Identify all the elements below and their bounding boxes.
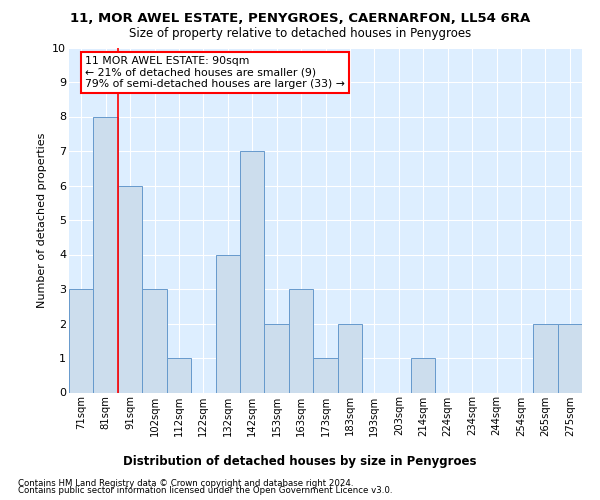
Bar <box>118 186 142 392</box>
Bar <box>313 358 338 392</box>
Bar <box>411 358 436 392</box>
Bar <box>338 324 362 392</box>
Text: 11 MOR AWEL ESTATE: 90sqm
← 21% of detached houses are smaller (9)
79% of semi-d: 11 MOR AWEL ESTATE: 90sqm ← 21% of detac… <box>85 56 345 90</box>
Bar <box>142 289 167 393</box>
Bar <box>69 289 94 393</box>
Bar <box>533 324 557 392</box>
Bar <box>265 324 289 392</box>
Bar <box>215 254 240 392</box>
Text: Contains HM Land Registry data © Crown copyright and database right 2024.: Contains HM Land Registry data © Crown c… <box>18 478 353 488</box>
Text: Contains public sector information licensed under the Open Government Licence v3: Contains public sector information licen… <box>18 486 392 495</box>
Bar <box>289 289 313 393</box>
Bar <box>167 358 191 392</box>
Text: Size of property relative to detached houses in Penygroes: Size of property relative to detached ho… <box>129 28 471 40</box>
Bar <box>557 324 582 392</box>
Text: Distribution of detached houses by size in Penygroes: Distribution of detached houses by size … <box>123 455 477 468</box>
Bar <box>94 116 118 392</box>
Text: 11, MOR AWEL ESTATE, PENYGROES, CAERNARFON, LL54 6RA: 11, MOR AWEL ESTATE, PENYGROES, CAERNARF… <box>70 12 530 26</box>
Y-axis label: Number of detached properties: Number of detached properties <box>37 132 47 308</box>
Bar <box>240 151 265 392</box>
